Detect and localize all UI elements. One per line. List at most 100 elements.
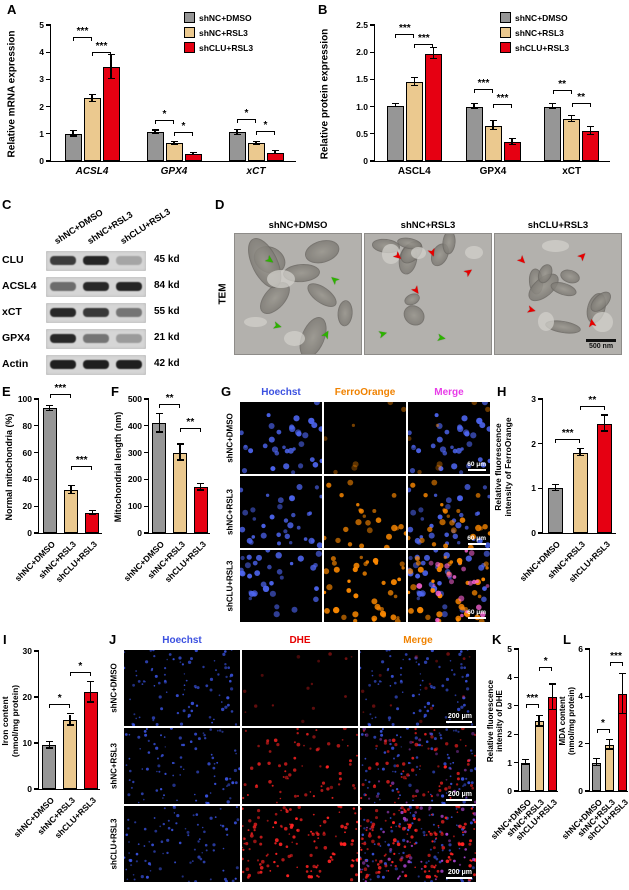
error-bar-cap <box>170 140 178 142</box>
panel-b-protein-chart: B 0 0.5 1.0 1.5 2.0 2.5 ASCL4 GPX4 xCT *** *** *** *… <box>312 0 629 196</box>
y-tick <box>370 160 375 162</box>
error-bar-cap <box>197 489 205 491</box>
fluorescence-dots <box>240 550 322 618</box>
fluorescence-dots <box>360 806 476 882</box>
y-tick <box>538 443 543 445</box>
significance-stars: * <box>263 120 268 132</box>
blot-band <box>116 334 142 343</box>
error-bar-cap <box>271 150 279 152</box>
error-bar <box>48 742 50 749</box>
legend-swatch <box>500 12 511 23</box>
error-bar <box>552 103 554 110</box>
scale-bar-label: 500 nm <box>588 343 614 350</box>
green-arrow-icon: ➤ <box>377 328 389 341</box>
tem-image-title: shNC+RSL3 <box>400 220 456 231</box>
vacuole <box>592 311 613 332</box>
red-arrow-icon: ➤ <box>514 253 529 268</box>
y-axis-label: Relative mRNA expression <box>6 30 18 158</box>
y-tick <box>514 733 519 735</box>
error-bar-cap <box>548 708 556 711</box>
y-axis-label: Relative fluorescence intensity of Ferro… <box>493 417 513 517</box>
scale-bar-label: 200 μm <box>447 713 472 720</box>
y-tick-label: 6 <box>578 644 583 654</box>
microscopy-image-merge: 200 μm <box>360 650 476 726</box>
blot-strip <box>46 277 146 297</box>
scale-bar: 200 μm <box>446 791 472 801</box>
fluorescence-dots <box>240 484 322 548</box>
y-tick-label: 40 <box>22 474 32 485</box>
bar <box>228 132 246 161</box>
significance-bracket <box>596 729 610 734</box>
green-arrow-icon: ➤ <box>328 272 342 287</box>
microscopy-image-dhe <box>242 728 358 804</box>
error-bar-cap <box>87 681 95 683</box>
panel-k-dhe-intensity-chart: K 0 1 2 3 4 5 shNC+DMSO shNC+RSL3 shCLU+RSL3 *** *… <box>486 630 560 890</box>
y-axis-label: Relative protein expression <box>319 28 331 160</box>
chart-plot-K: 0 1 2 3 4 5 shNC+DMSO shNC+RSL3 shCLU+RSL3 *** * <box>488 644 559 842</box>
y-tick-label: 1.5 <box>356 74 368 85</box>
blot-size-label: 45 kd <box>154 254 180 265</box>
error-bar-cap <box>576 455 584 457</box>
panel-g-ferroorange-microscopy: G Hoechst FerroOrange Merge shNC+DMSO 60 μm s… <box>216 382 490 630</box>
error-bar <box>90 682 92 703</box>
y-tick <box>514 648 519 650</box>
bar <box>424 53 442 161</box>
panel-c-western-blot: C shNC+DMSO shNC+RSL3 shCLU+RSL3 CLU 45 kd AC… <box>0 196 212 382</box>
bar <box>465 106 483 161</box>
bar <box>83 98 101 161</box>
error-bar-cap <box>107 53 115 55</box>
row-label: shNC+DMSO <box>225 413 235 463</box>
tem-image-shnc-rsl3: ➤ ➤ ➤ ➤ ➤ ➤ <box>364 233 492 355</box>
microscopy-image-dhe <box>242 650 358 726</box>
fluorescence-dots <box>360 728 476 804</box>
error-bar-cap <box>66 724 74 726</box>
significance-stars: *** <box>417 33 430 45</box>
red-arrow-icon: ➤ <box>525 304 537 317</box>
fluorescence-dots <box>360 650 474 726</box>
blot-band <box>50 334 76 343</box>
significance-bracket <box>580 405 605 410</box>
error-bar-cap <box>189 151 197 154</box>
significance-bracket <box>571 102 591 107</box>
error-bar-cap <box>67 484 75 487</box>
y-tick-label: 1 <box>531 483 536 494</box>
channel-header-dhe: DHE <box>289 635 311 646</box>
fluorescence-dots <box>408 402 490 474</box>
x-category-label: ACSL4 <box>75 166 109 177</box>
microscopy-image-merge: 60 μm <box>408 476 490 548</box>
y-tick-label: 0 <box>578 786 583 796</box>
y-tick-label: 4 <box>39 47 44 58</box>
fluorescence-dots <box>324 555 405 622</box>
fluorescence-dots <box>416 550 490 622</box>
red-arrow-icon: ➤ <box>586 318 599 329</box>
error-bar <box>595 759 598 767</box>
significance-stars: ** <box>577 91 586 103</box>
error-bar-cap <box>391 102 399 104</box>
y-tick-label: 20 <box>22 692 32 702</box>
tem-figure: shNC+DMSO ➤ ➤ ➤ ➤ <box>234 220 362 355</box>
error-bar-cap <box>551 484 559 486</box>
y-tick-label: 1.0 <box>356 101 368 112</box>
panel-l-mda-content-chart: L 0 2 4 6 shNC+DMSO shNC+RSL3 shCLU+RSL3 * *** MD… <box>558 630 629 890</box>
organelle <box>441 234 457 255</box>
error-bar-cap <box>170 143 178 145</box>
error-bar <box>91 95 93 102</box>
significance-stars: ** <box>186 417 195 429</box>
error-bar-cap <box>568 121 576 123</box>
microscopy-image-hoechst <box>124 650 240 726</box>
error-bar-cap <box>197 483 205 485</box>
tem-image-title: shCLU+RSL3 <box>527 220 589 231</box>
bar <box>563 119 581 161</box>
significance-bracket <box>174 132 193 137</box>
significance-stars: *** <box>398 23 411 35</box>
error-bar <box>621 673 624 715</box>
fluorescence-dots <box>242 806 358 882</box>
error-bar-cap <box>46 404 54 406</box>
bar <box>582 131 600 161</box>
microscopy-image-ferroorange <box>324 476 406 548</box>
bar <box>572 452 588 533</box>
error-bar-cap <box>549 108 557 110</box>
y-tick <box>370 51 375 53</box>
scale-bar: 200 μm <box>446 713 472 723</box>
organelle <box>337 299 354 328</box>
